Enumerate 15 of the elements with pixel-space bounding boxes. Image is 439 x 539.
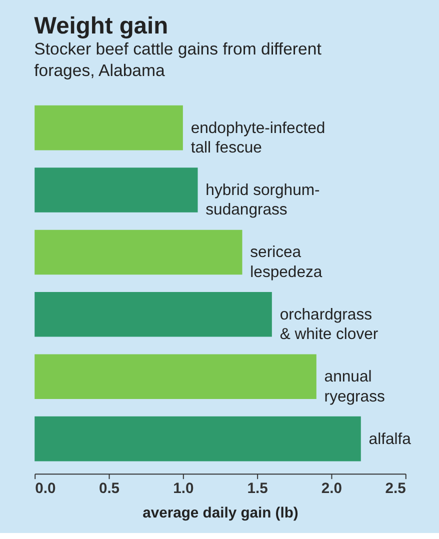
y-tick-label: annual ryegrass xyxy=(324,368,385,406)
y-tick-label: alfalfa xyxy=(368,430,412,448)
y-tick-label: sericea lespedeza xyxy=(250,244,322,281)
x-tick-label: 0.0 xyxy=(35,480,56,497)
x-tick-label: 0.5 xyxy=(98,480,120,497)
x-tick-label: 1.0 xyxy=(173,480,194,497)
x-tick-label: 2.5 xyxy=(385,480,406,497)
y-tick-label: orchardgrass & white clover xyxy=(280,306,378,344)
y-tick-label: hybrid sorghum- sudangrass xyxy=(206,182,320,219)
y-tick-label: endophyte-infected tall fescue xyxy=(190,120,326,157)
chart-title: Weight gain xyxy=(34,14,168,40)
x-tick-label: 2.0 xyxy=(321,480,342,497)
x-axis-title: average daily gain (lb) xyxy=(142,506,298,522)
chart-subtitle: Stocker beef cattle gains from different forages, Alabama xyxy=(34,39,322,80)
x-tick-label: 1.5 xyxy=(247,480,268,497)
